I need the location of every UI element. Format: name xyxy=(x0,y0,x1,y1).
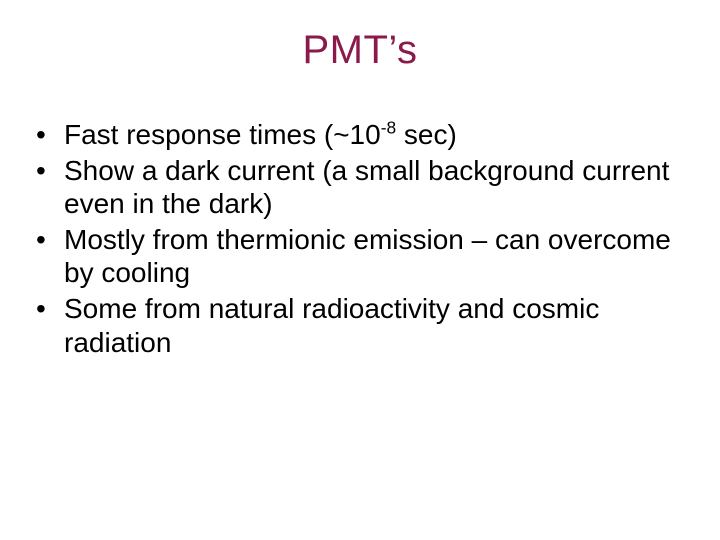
list-item: Some from natural radioactivity and cosm… xyxy=(34,292,680,359)
bullet-text-sup: -8 xyxy=(381,118,396,138)
bullet-text-post: sec) xyxy=(396,119,457,150)
bullet-text-pre: Some from natural radioactivity and cosm… xyxy=(64,293,599,358)
slide-body: Fast response times (~10-8 sec) Show a d… xyxy=(34,118,680,361)
bullet-list: Fast response times (~10-8 sec) Show a d… xyxy=(34,118,680,359)
list-item: Show a dark current (a small background … xyxy=(34,154,680,221)
bullet-text-pre: Fast response times (~10 xyxy=(64,119,381,150)
list-item: Mostly from thermionic emission – can ov… xyxy=(34,223,680,290)
slide-title: PMT’s xyxy=(0,28,720,73)
bullet-text-pre: Mostly from thermionic emission – can ov… xyxy=(64,224,671,289)
list-item: Fast response times (~10-8 sec) xyxy=(34,118,680,152)
bullet-text-pre: Show a dark current (a small background … xyxy=(64,155,669,220)
slide: PMT’s Fast response times (~10-8 sec) Sh… xyxy=(0,0,720,540)
